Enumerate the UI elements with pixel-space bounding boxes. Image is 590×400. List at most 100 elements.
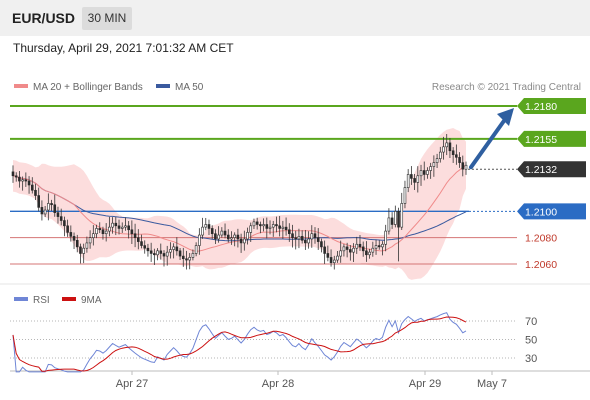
candle — [307, 231, 310, 249]
candle-body — [201, 226, 204, 236]
candle-body — [104, 230, 108, 235]
candle — [223, 223, 227, 239]
candle-body — [191, 253, 195, 258]
candlesticks — [11, 133, 468, 270]
candle — [397, 207, 400, 262]
candle-body — [43, 209, 47, 215]
resistance-label-1.2155: 1.2155 — [517, 130, 586, 147]
candle-body — [371, 247, 375, 253]
candle — [63, 216, 66, 237]
candle — [439, 146, 442, 163]
candle-body — [358, 243, 362, 248]
resistance-tag-text: 1.2180 — [525, 101, 557, 113]
candle — [442, 136, 445, 160]
candle — [342, 243, 346, 257]
candle-body — [336, 255, 339, 261]
timeframe-button[interactable]: 30 MIN — [82, 7, 132, 30]
candle-body — [365, 250, 368, 256]
candle — [326, 245, 330, 262]
candle-body — [114, 222, 118, 227]
candle-body — [72, 236, 76, 241]
candle-body — [63, 220, 66, 227]
candle-body — [120, 226, 124, 229]
current-price-tag-text: 1.2132 — [525, 164, 557, 176]
candle-body — [355, 243, 359, 249]
candle — [284, 217, 288, 236]
candle — [217, 226, 220, 243]
candle — [413, 173, 416, 190]
candle-body — [439, 151, 442, 159]
candle — [37, 187, 40, 212]
candle — [271, 220, 275, 237]
candle — [419, 164, 423, 186]
candle-body — [291, 233, 294, 238]
candle-body — [217, 234, 220, 240]
candle-body — [458, 157, 461, 163]
candle — [137, 229, 140, 250]
candle-body — [85, 242, 89, 249]
candle-body — [214, 233, 217, 240]
candle — [371, 241, 375, 257]
candle — [329, 249, 333, 267]
candle — [336, 250, 339, 263]
candle-body — [137, 237, 140, 242]
x-tick-apr-29: Apr 29 — [409, 378, 441, 390]
candle — [75, 234, 79, 253]
candle-body — [56, 212, 60, 217]
candle — [30, 177, 34, 194]
candle — [297, 228, 301, 249]
candle-body — [387, 217, 391, 232]
candle-body — [226, 234, 230, 240]
candle-body — [271, 224, 275, 228]
candle — [339, 240, 342, 263]
candle-body — [262, 224, 265, 227]
candle-body — [281, 226, 285, 229]
candle — [275, 216, 278, 233]
pivot-tag-box — [517, 203, 586, 220]
candle — [21, 176, 24, 191]
candle — [384, 224, 387, 252]
candle-body — [169, 249, 172, 253]
candle-body — [210, 228, 214, 235]
candle-body — [230, 237, 233, 240]
candle-body — [284, 226, 288, 231]
candle — [117, 219, 121, 235]
ma50-legend-label: MA 50 — [175, 82, 204, 93]
candle — [310, 225, 314, 248]
candle-body — [300, 236, 304, 241]
candle — [162, 250, 166, 267]
candle — [130, 220, 134, 245]
candle-body — [149, 250, 153, 254]
candle-body — [88, 237, 92, 244]
candle-body — [162, 253, 166, 257]
candle-body — [34, 189, 37, 196]
candle — [281, 220, 285, 239]
candle-body — [448, 142, 452, 152]
candle-body — [79, 246, 82, 254]
candle-body — [236, 234, 240, 240]
candle-body — [323, 246, 326, 254]
candle-body — [178, 250, 182, 257]
pivot-tag-text: 1.2100 — [525, 206, 557, 218]
candle-body — [329, 257, 333, 263]
candle-body — [27, 180, 31, 186]
candle-body — [268, 226, 272, 229]
candle — [120, 222, 124, 233]
candle-body — [377, 245, 381, 248]
candle — [79, 243, 82, 264]
candle-body — [416, 175, 420, 183]
candle — [198, 228, 201, 255]
candle — [458, 152, 461, 168]
ma20-legend-swatch — [14, 84, 28, 88]
candle-body — [75, 240, 79, 248]
candle — [316, 228, 320, 250]
candle-body — [429, 166, 432, 171]
candle-body — [316, 237, 320, 242]
candle — [72, 232, 76, 250]
candle — [175, 237, 179, 256]
candle — [236, 228, 240, 248]
candle — [111, 217, 114, 234]
candle-body — [361, 246, 365, 252]
candle — [47, 193, 50, 221]
